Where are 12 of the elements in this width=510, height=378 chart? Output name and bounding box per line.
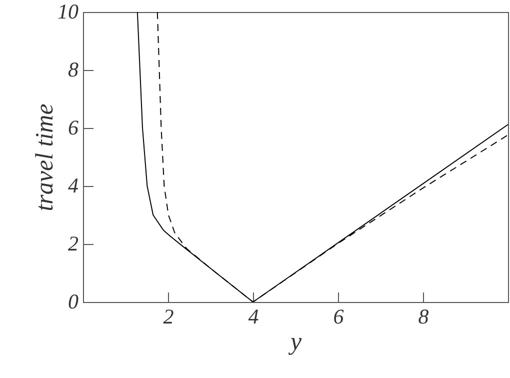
x-axis-title: y [287, 328, 302, 356]
y-tick-label: 2 [68, 232, 79, 256]
x-tick-label: 8 [418, 304, 430, 328]
y-axis-title: travel time [32, 104, 58, 212]
y-tick-label: 6 [68, 116, 79, 140]
y-tick-label: 4 [68, 174, 79, 198]
x-tick-label: 4 [248, 304, 260, 328]
x-tick-label: 6 [333, 304, 344, 328]
y-tick-label: 8 [68, 58, 79, 82]
x-tick-label: 2 [163, 304, 174, 328]
y-tick-label: 10 [58, 0, 79, 24]
y-tick-label: 0 [68, 290, 79, 314]
